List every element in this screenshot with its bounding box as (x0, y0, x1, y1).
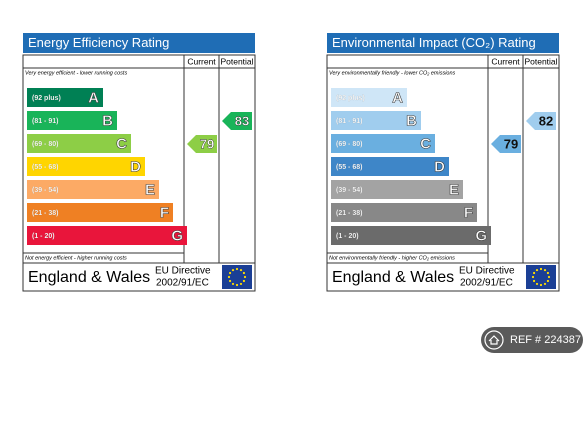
rating-value: 79 (504, 136, 518, 151)
bottom-note: Not environmentally friendly - higher CO… (329, 255, 455, 261)
band-range: (81 - 91) (336, 118, 362, 125)
ref-text: REF # 224387 (510, 334, 581, 346)
rating-value: 82 (539, 113, 553, 128)
rating-band (331, 226, 491, 245)
header: Potential (524, 56, 557, 66)
rating-value: 79 (200, 136, 214, 151)
eu-star (235, 267, 239, 271)
eu-star (531, 275, 535, 279)
eu-star (532, 271, 536, 275)
rating-band (27, 203, 173, 222)
band-range: (1 - 20) (336, 233, 359, 240)
rating-arrow (526, 112, 556, 130)
eu-star (242, 279, 246, 283)
title-bar (23, 33, 255, 53)
rating-band (331, 157, 449, 176)
band-letter: G (475, 227, 487, 244)
title-bar (327, 33, 559, 53)
eu-star (235, 283, 239, 287)
rating-band (27, 134, 131, 153)
footer-directive: 2002/91/EC (156, 278, 209, 289)
ref-icon (484, 330, 504, 350)
eu-star (547, 275, 551, 279)
rating-band (27, 226, 187, 245)
rating-band (331, 134, 435, 153)
home-icon (488, 335, 500, 345)
rating-band (27, 111, 117, 130)
band-range: (21 - 38) (32, 210, 58, 217)
header: Current (187, 56, 216, 66)
panel-title: Energy Efficiency Rating (28, 35, 169, 50)
footer-region: England & Wales (332, 269, 454, 286)
band-letter: E (145, 181, 155, 198)
band-letter: C (420, 135, 431, 152)
rating-band (27, 157, 145, 176)
band-range: (81 - 91) (32, 118, 58, 125)
eu-star (535, 282, 539, 286)
eu-star (239, 268, 243, 272)
band-range: (1 - 20) (32, 233, 55, 240)
header: Current (491, 56, 520, 66)
band-letter: D (434, 158, 445, 175)
eu-star (546, 279, 550, 283)
eu-star (535, 268, 539, 272)
ref-badge (481, 327, 583, 353)
band-letter: F (464, 204, 473, 221)
band-letter: C (116, 135, 127, 152)
header: Potential (220, 56, 253, 66)
footer-region: England & Wales (28, 269, 150, 286)
footer-directive: EU Directive (459, 266, 515, 277)
eu-star (231, 282, 235, 286)
top-note: Very energy efficient - lower running co… (25, 70, 127, 76)
rating-arrow (187, 135, 217, 153)
footer-directive: EU Directive (155, 266, 211, 277)
band-letter: B (406, 112, 417, 129)
rating-band (27, 88, 103, 107)
band-range: (21 - 38) (336, 210, 362, 217)
rating-band (331, 88, 407, 107)
rating-band (331, 111, 421, 130)
eu-star (546, 271, 550, 275)
band-range: (92 plus) (32, 95, 61, 102)
eu-star (228, 271, 232, 275)
eu-star (243, 275, 247, 279)
rating-band (331, 203, 477, 222)
eu-star (539, 283, 543, 287)
band-letter: B (102, 112, 113, 129)
eu-star (231, 268, 235, 272)
top-note: Very environmentally friendly - lower CO… (329, 70, 456, 76)
band-range: (55 - 68) (32, 164, 58, 171)
eu-star (543, 268, 547, 272)
bottom-note: Not energy efficient - higher running co… (25, 255, 127, 261)
band-letter: G (171, 227, 183, 244)
rating-band (27, 180, 159, 199)
band-letter: F (160, 204, 169, 221)
band-range: (39 - 54) (336, 187, 362, 194)
eu-star (539, 267, 543, 271)
band-letter: E (449, 181, 459, 198)
band-letter: A (392, 89, 403, 106)
eu-star (242, 271, 246, 275)
eu-star (228, 279, 232, 283)
rating-arrow (491, 135, 521, 153)
rating-band (331, 180, 463, 199)
eu-star (239, 282, 243, 286)
eu-star (227, 275, 231, 279)
band-range: (92 plus) (336, 95, 365, 102)
eu-star (543, 282, 547, 286)
band-range: (55 - 68) (336, 164, 362, 171)
eu-star (532, 279, 536, 283)
band-range: (69 - 80) (32, 141, 58, 148)
footer-directive: 2002/91/EC (460, 278, 513, 289)
panel-title: Environmental Impact (CO₂) Rating (332, 35, 536, 50)
band-letter: A (88, 89, 99, 106)
band-letter: D (130, 158, 141, 175)
rating-arrow (222, 112, 252, 130)
band-range: (39 - 54) (32, 187, 58, 194)
rating-value: 83 (235, 113, 249, 128)
band-range: (69 - 80) (336, 141, 362, 148)
